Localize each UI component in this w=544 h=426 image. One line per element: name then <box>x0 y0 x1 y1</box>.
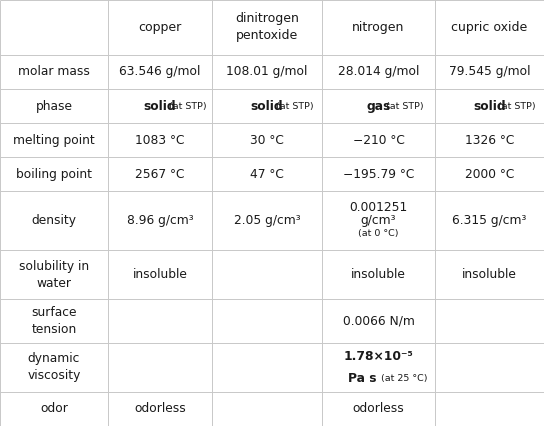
Text: (at 0 °C): (at 0 °C) <box>358 229 399 238</box>
Text: g/cm³: g/cm³ <box>361 214 396 227</box>
Text: odor: odor <box>40 403 68 415</box>
Text: melting point: melting point <box>13 134 95 147</box>
Text: molar mass: molar mass <box>18 66 90 78</box>
Text: 1.78×10⁻⁵: 1.78×10⁻⁵ <box>344 350 413 363</box>
Text: gas: gas <box>366 100 391 112</box>
Text: insoluble: insoluble <box>351 268 406 281</box>
Text: (at STP): (at STP) <box>269 101 313 110</box>
Text: dynamic
viscosity: dynamic viscosity <box>27 352 81 382</box>
Text: dinitrogen
pentoxide: dinitrogen pentoxide <box>235 12 299 43</box>
Text: solid: solid <box>473 100 506 112</box>
Text: 0.0066 N/m: 0.0066 N/m <box>343 314 415 328</box>
Text: insoluble: insoluble <box>462 268 517 281</box>
Text: copper: copper <box>138 21 182 34</box>
Text: 1326 °C: 1326 °C <box>465 134 514 147</box>
Text: 108.01 g/mol: 108.01 g/mol <box>226 66 308 78</box>
Text: 0.001251: 0.001251 <box>349 201 407 214</box>
Text: surface
tension: surface tension <box>31 306 77 336</box>
Text: −195.79 °C: −195.79 °C <box>343 168 414 181</box>
Text: density: density <box>32 214 77 227</box>
Text: nitrogen: nitrogen <box>353 21 405 34</box>
Text: solid: solid <box>144 100 176 112</box>
Text: 79.545 g/mol: 79.545 g/mol <box>449 66 530 78</box>
Text: −210 °C: −210 °C <box>353 134 404 147</box>
Text: solubility in
water: solubility in water <box>19 259 89 290</box>
Text: insoluble: insoluble <box>133 268 188 281</box>
Text: (at STP): (at STP) <box>163 101 206 110</box>
Text: 63.546 g/mol: 63.546 g/mol <box>119 66 201 78</box>
Text: Pa s: Pa s <box>348 371 376 385</box>
Text: (at 25 °C): (at 25 °C) <box>378 374 427 383</box>
Text: 2567 °C: 2567 °C <box>135 168 185 181</box>
Text: 28.014 g/mol: 28.014 g/mol <box>338 66 419 78</box>
Text: odorless: odorless <box>353 403 404 415</box>
Text: (at STP): (at STP) <box>492 101 536 110</box>
Text: 47 °C: 47 °C <box>250 168 284 181</box>
Text: 1083 °C: 1083 °C <box>135 134 185 147</box>
Text: solid: solid <box>251 100 283 112</box>
Text: 6.315 g/cm³: 6.315 g/cm³ <box>452 214 527 227</box>
Text: 2.05 g/cm³: 2.05 g/cm³ <box>234 214 300 227</box>
Text: 2000 °C: 2000 °C <box>465 168 514 181</box>
Text: cupric oxide: cupric oxide <box>452 21 528 34</box>
Text: phase: phase <box>35 100 72 112</box>
Text: 8.96 g/cm³: 8.96 g/cm³ <box>127 214 193 227</box>
Text: 30 °C: 30 °C <box>250 134 284 147</box>
Text: odorless: odorless <box>134 403 186 415</box>
Text: (at STP): (at STP) <box>380 101 424 110</box>
Text: boiling point: boiling point <box>16 168 92 181</box>
